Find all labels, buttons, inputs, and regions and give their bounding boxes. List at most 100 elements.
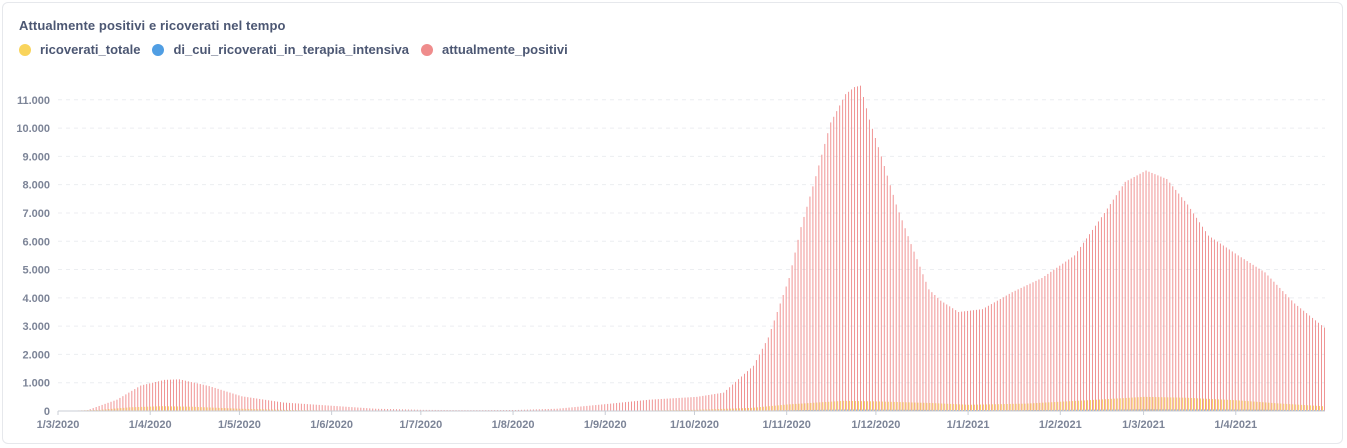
bar-attualmente-positivi: [1208, 235, 1209, 411]
bar-attualmente-positivi: [291, 403, 293, 411]
bar-attualmente-positivi: [1267, 275, 1269, 411]
bar-attualmente-positivi: [1225, 247, 1227, 411]
bar-attualmente-positivi: [202, 384, 204, 411]
bar-attualmente-positivi: [999, 298, 1001, 411]
bar-attualmente-positivi: [190, 382, 192, 411]
bar-ricoverati-totale: [248, 408, 250, 411]
bar-attualmente-positivi: [547, 409, 549, 411]
bar-ricoverati-totale: [287, 409, 288, 411]
bar-ricoverati-totale: [742, 408, 743, 411]
bar-ricoverati-totale: [194, 406, 196, 411]
bar-ricoverati-totale: [1027, 403, 1029, 411]
bar-attualmente-positivi: [119, 397, 121, 411]
bar-ricoverati-totale: [266, 409, 268, 411]
bar-attualmente-positivi: [173, 379, 174, 411]
bar-attualmente-positivi: [708, 394, 710, 411]
bar-terapia-intensiva: [856, 409, 858, 411]
bar-ricoverati-totale: [206, 407, 208, 411]
bar-ricoverati-totale: [1250, 401, 1252, 411]
bar-terapia-intensiva: [1064, 409, 1066, 411]
bar-attualmente-positivi: [1026, 285, 1028, 411]
bar-attualmente-positivi: [949, 306, 951, 411]
bar-ricoverati-totale: [1125, 397, 1127, 411]
bar-ricoverati-totale: [111, 408, 113, 411]
bar-ricoverati-totale: [727, 408, 729, 411]
bar-attualmente-positivi: [265, 399, 267, 411]
bar-ricoverati-totale: [239, 408, 241, 411]
bar-ricoverati-totale: [1104, 399, 1106, 411]
bar-ricoverati-totale: [810, 402, 812, 411]
bar-ricoverati-totale: [1098, 399, 1100, 411]
bar-attualmente-positivi: [791, 265, 793, 411]
bar-terapia-intensiva: [1073, 409, 1075, 411]
bar-attualmente-positivi: [693, 397, 695, 411]
bar-ricoverati-totale: [831, 401, 833, 411]
bar-attualmente-positivi: [1210, 237, 1212, 411]
bar-attualmente-positivi: [363, 407, 365, 411]
bar-terapia-intensiva: [1215, 409, 1217, 411]
bar-attualmente-positivi: [553, 408, 555, 411]
bar-ricoverati-totale: [1122, 398, 1124, 411]
bar-ricoverati-totale: [905, 402, 907, 411]
bar-attualmente-positivi: [574, 407, 576, 411]
bar-attualmente-positivi: [747, 371, 748, 411]
bar-attualmente-positivi: [399, 409, 400, 411]
bar-ricoverati-totale: [753, 407, 755, 411]
legend-item-attualmente-positivi[interactable]: attualmente_positivi: [421, 42, 568, 57]
bar-attualmente-positivi: [366, 408, 368, 411]
bar-ricoverati-totale: [1322, 406, 1323, 411]
bar-attualmente-positivi: [330, 405, 332, 411]
bar-ricoverati-totale: [1084, 400, 1086, 411]
bar-terapia-intensiva: [1067, 409, 1069, 411]
bar-terapia-intensiva: [1111, 409, 1113, 411]
bar-attualmente-positivi: [1279, 287, 1281, 411]
bar-ricoverati-totale: [230, 408, 232, 411]
legend-item-ricoverati-totale[interactable]: ricoverati_totale: [19, 42, 140, 57]
bar-attualmente-positivi: [628, 401, 629, 411]
bar-attualmente-positivi: [1038, 279, 1040, 411]
bar-ricoverati-totale: [991, 404, 993, 411]
bar-ricoverati-totale: [1110, 398, 1112, 411]
bar-ricoverati-totale: [1003, 404, 1005, 411]
bar-terapia-intensiva: [954, 409, 956, 411]
bar-attualmente-positivi: [749, 368, 751, 411]
bar-attualmente-positivi: [987, 305, 989, 411]
bar-attualmente-positivi: [297, 403, 299, 411]
bar-attualmente-positivi: [782, 295, 784, 411]
bar-ricoverati-totale: [1241, 400, 1243, 411]
bar-ricoverati-totale: [1051, 402, 1053, 411]
bar-ricoverati-totale: [1173, 397, 1175, 411]
y-tick-label: 1.000: [22, 378, 50, 390]
x-tick-label: 1/6/2020: [310, 419, 353, 431]
bar-attualmente-positivi: [1261, 270, 1263, 411]
bar-attualmente-positivi: [247, 397, 249, 411]
bar-terapia-intensiva: [1147, 409, 1149, 411]
bar-ricoverati-totale: [974, 404, 975, 411]
bar-attualmente-positivi: [1315, 320, 1317, 411]
bar-ricoverati-totale: [994, 404, 996, 411]
x-tick-label: 1/2/2021: [1039, 419, 1082, 431]
bar-attualmente-positivi: [1300, 308, 1302, 411]
bar-attualmente-positivi: [1148, 171, 1150, 411]
bar-ricoverati-totale: [959, 404, 961, 411]
bar-attualmente-positivi: [1258, 268, 1260, 411]
bar-ricoverati-totale: [694, 409, 696, 411]
bar-attualmente-positivi: [137, 387, 139, 411]
bar-attualmente-positivi: [1089, 234, 1090, 411]
bar-ricoverati-totale: [1048, 402, 1050, 411]
legend-item-terapia-intensiva[interactable]: di_cui_ricoverati_in_terapia_intensiva: [152, 42, 409, 57]
bar-ricoverati-totale: [881, 401, 883, 411]
bar-ricoverati-totale: [849, 400, 851, 411]
bar-terapia-intensiva: [808, 409, 810, 411]
bar-ricoverati-totale: [837, 401, 839, 411]
bar-attualmente-positivi: [1086, 238, 1088, 411]
bar-attualmente-positivi: [1237, 255, 1239, 411]
bar-ricoverati-totale: [197, 407, 199, 411]
bar-ricoverati-totale: [1024, 403, 1026, 411]
bar-attualmente-positivi: [101, 404, 103, 411]
bar-attualmente-positivi: [758, 354, 760, 411]
bar-ricoverati-totale: [1238, 400, 1240, 411]
bar-ricoverati-totale: [272, 409, 274, 411]
bar-ricoverati-totale: [869, 401, 871, 411]
bar-terapia-intensiva: [1186, 409, 1188, 411]
